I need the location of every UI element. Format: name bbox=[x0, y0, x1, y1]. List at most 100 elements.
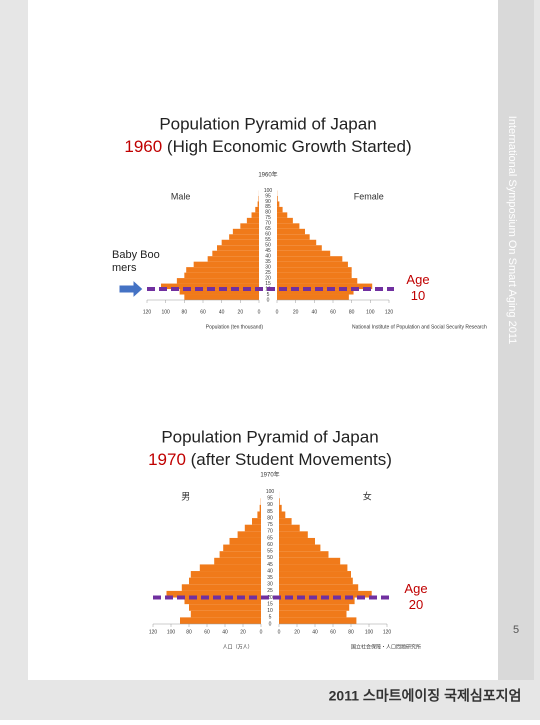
y-tick-label: 95 bbox=[267, 496, 273, 502]
bar bbox=[279, 604, 349, 611]
bar bbox=[177, 278, 259, 283]
y-tick-label: 55 bbox=[267, 549, 273, 555]
bar bbox=[220, 551, 261, 558]
bar bbox=[229, 234, 259, 239]
x-tick-label: 0 bbox=[258, 309, 261, 315]
bar bbox=[279, 518, 292, 525]
inner-title: 1960年 bbox=[258, 171, 277, 179]
y-tick-label: 65 bbox=[265, 226, 271, 232]
x-tick-label: 40 bbox=[222, 629, 228, 635]
bar bbox=[184, 295, 259, 300]
chart-subtitle-line: 1960 (High Economic Growth Started) bbox=[124, 137, 411, 156]
bar bbox=[279, 564, 347, 571]
bar bbox=[277, 240, 316, 245]
legend-entry: 女 bbox=[363, 490, 372, 501]
bar bbox=[255, 207, 259, 212]
bar bbox=[279, 511, 285, 518]
x-tick-label: 20 bbox=[240, 629, 246, 635]
y-tick-label: 90 bbox=[265, 199, 271, 205]
bar bbox=[277, 273, 352, 278]
chart-title: Population Pyramid of Japan bbox=[159, 114, 376, 133]
x-tick-label: 60 bbox=[330, 309, 336, 315]
x-tick-label: 100 bbox=[365, 629, 374, 635]
y-tick-label: 15 bbox=[267, 601, 273, 607]
bar bbox=[208, 256, 259, 261]
source: 国立社会保障・人口問題研究所 bbox=[351, 643, 421, 650]
y-tick-label: 20 bbox=[265, 275, 271, 281]
bar bbox=[279, 498, 280, 505]
bar bbox=[277, 207, 283, 212]
y-tick-label: 25 bbox=[265, 270, 271, 276]
chart-subtitle: (after Student Movements) bbox=[191, 450, 392, 469]
side-title: International Symposium On Smart Aging 2… bbox=[506, 116, 518, 344]
bar bbox=[279, 617, 356, 624]
bar bbox=[238, 531, 261, 538]
y-tick-label: 75 bbox=[267, 522, 273, 528]
y-tick-label: 75 bbox=[265, 215, 271, 221]
chart-subtitle: (High Economic Growth Started) bbox=[167, 137, 412, 156]
bar bbox=[233, 229, 259, 234]
bar bbox=[279, 551, 329, 558]
bar bbox=[191, 571, 261, 578]
bar bbox=[277, 201, 279, 206]
x-axis-label: Population (ten thousand) bbox=[206, 324, 264, 330]
bar bbox=[189, 578, 261, 585]
annotation-box: Baby Boomers bbox=[112, 249, 160, 297]
x-tick-label: 120 bbox=[383, 629, 392, 635]
x-tick-label: 100 bbox=[167, 629, 176, 635]
bar bbox=[260, 505, 261, 512]
y-tick-label: 15 bbox=[265, 281, 271, 287]
y-tick-label: 45 bbox=[265, 248, 271, 254]
bar bbox=[257, 511, 261, 518]
x-tick-label: 80 bbox=[186, 629, 192, 635]
bar bbox=[245, 525, 261, 532]
marker-label-box: Age 20 bbox=[399, 581, 433, 617]
x-tick-label: 60 bbox=[200, 309, 206, 315]
bar bbox=[279, 545, 320, 552]
x-tick-label: 40 bbox=[312, 309, 318, 315]
bar bbox=[279, 531, 308, 538]
bar bbox=[277, 218, 293, 223]
bar bbox=[186, 267, 259, 272]
bar bbox=[277, 295, 349, 300]
y-tick-label: 95 bbox=[265, 193, 271, 199]
x-tick-label: 0 bbox=[276, 309, 279, 315]
y-tick-label: 70 bbox=[265, 221, 271, 227]
y-tick-label: 0 bbox=[269, 621, 272, 627]
bar bbox=[240, 223, 259, 228]
bar bbox=[252, 518, 261, 525]
bar bbox=[182, 584, 261, 591]
bar bbox=[230, 538, 262, 545]
x-tick-label: 60 bbox=[204, 629, 210, 635]
x-tick-label: 80 bbox=[182, 309, 188, 315]
x-axis-label: 人口（万人） bbox=[223, 644, 253, 650]
bar bbox=[184, 273, 259, 278]
x-tick-label: 20 bbox=[238, 309, 244, 315]
bar bbox=[200, 564, 261, 571]
bar bbox=[279, 611, 347, 618]
bar bbox=[277, 234, 310, 239]
x-tick-label: 100 bbox=[366, 309, 375, 315]
y-tick-label: 60 bbox=[267, 542, 273, 548]
y-tick-label: 85 bbox=[265, 204, 271, 210]
slide-body bbox=[28, 0, 498, 680]
bar bbox=[277, 267, 352, 272]
y-tick-label: 70 bbox=[267, 529, 273, 535]
bar bbox=[277, 212, 287, 217]
x-tick-label: 120 bbox=[143, 309, 152, 315]
x-tick-label: 100 bbox=[161, 309, 170, 315]
y-tick-label: 35 bbox=[267, 575, 273, 581]
chart-title: Population Pyramid of Japan bbox=[161, 427, 378, 446]
x-tick-label: 40 bbox=[219, 309, 225, 315]
y-tick-label: 55 bbox=[265, 237, 271, 243]
x-tick-label: 20 bbox=[293, 309, 299, 315]
bar bbox=[277, 251, 330, 256]
y-tick-label: 40 bbox=[265, 254, 271, 260]
y-tick-label: 65 bbox=[267, 535, 273, 541]
y-tick-label: 100 bbox=[266, 489, 275, 495]
y-tick-label: 60 bbox=[265, 232, 271, 238]
y-tick-label: 80 bbox=[267, 515, 273, 521]
x-tick-label: 20 bbox=[294, 629, 300, 635]
x-tick-label: 120 bbox=[385, 309, 394, 315]
